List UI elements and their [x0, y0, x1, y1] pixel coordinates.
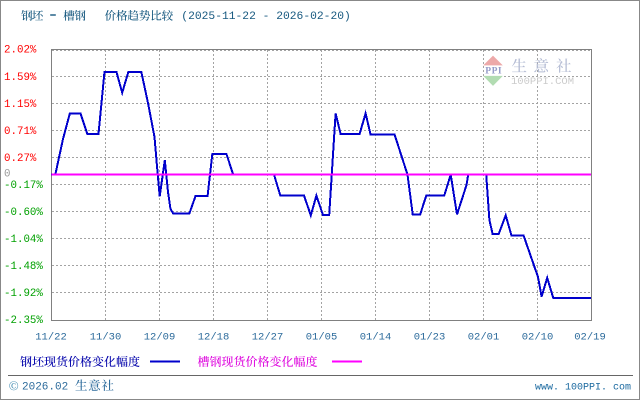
svg-text:11/22: 11/22	[35, 332, 67, 344]
svg-text:0.27%: 0.27%	[4, 153, 37, 165]
svg-text:12/27: 12/27	[252, 332, 284, 344]
svg-text:-1.48%: -1.48%	[4, 261, 43, 273]
svg-text:12/09: 12/09	[144, 332, 176, 344]
svg-text:-0.17%: -0.17%	[4, 180, 43, 192]
svg-text:1.15%: 1.15%	[4, 99, 37, 111]
svg-text:PPI: PPI	[485, 67, 502, 77]
svg-text:01/23: 01/23	[414, 332, 446, 344]
svg-text:2026.02: 2026.02	[22, 382, 68, 394]
svg-text:01/14: 01/14	[360, 332, 392, 344]
svg-text:01/05: 01/05	[306, 332, 338, 344]
svg-text:02/01: 02/01	[468, 332, 500, 344]
svg-text:2.02%: 2.02%	[4, 44, 37, 56]
svg-text:-0.60%: -0.60%	[4, 207, 43, 219]
svg-text:1.59%: 1.59%	[4, 72, 37, 84]
svg-text:11/30: 11/30	[90, 332, 122, 344]
svg-text:-2.35%: -2.35%	[4, 315, 43, 327]
svg-text:100PPI.COM: 100PPI.COM	[511, 76, 574, 88]
svg-text:(2025-11-22 - 2026-02-20): (2025-11-22 - 2026-02-20)	[181, 11, 350, 23]
svg-text:02/19: 02/19	[574, 332, 606, 344]
svg-text:12/18: 12/18	[198, 332, 230, 344]
svg-text:-1.04%: -1.04%	[4, 234, 43, 246]
svg-text:-1.92%: -1.92%	[4, 288, 43, 300]
svg-text:0.71%: 0.71%	[4, 126, 37, 138]
svg-text:02/10: 02/10	[522, 332, 554, 344]
svg-text:www. 100PPI. com: www. 100PPI. com	[535, 383, 631, 394]
svg-text:0: 0	[4, 169, 10, 181]
